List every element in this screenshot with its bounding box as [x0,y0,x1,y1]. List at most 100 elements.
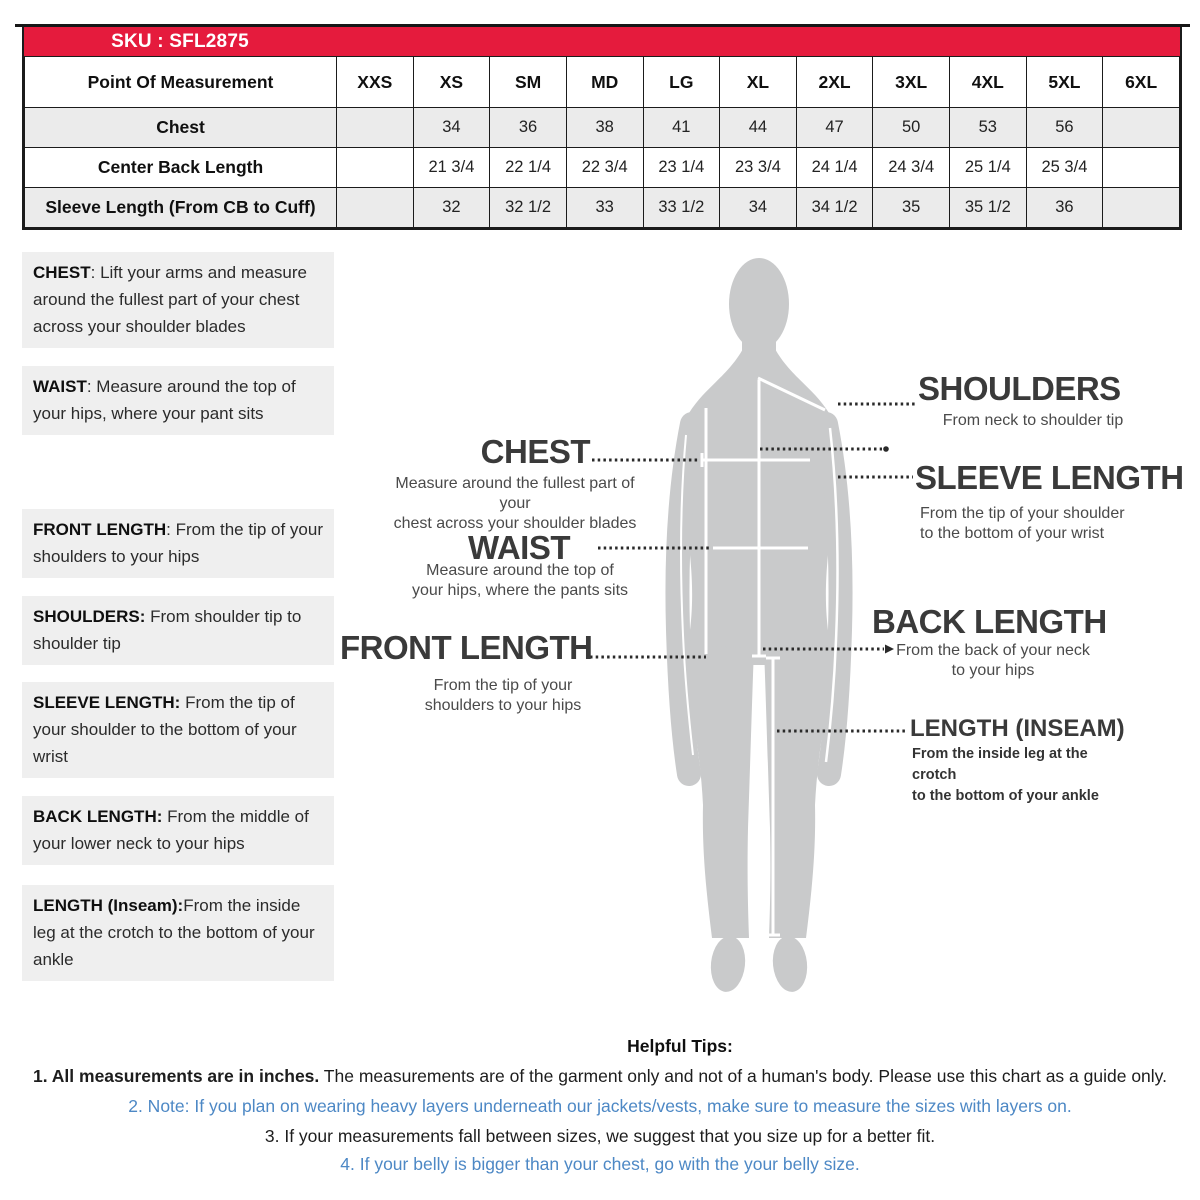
table-row-chest: Chest 34 36 38 41 44 47 50 53 56 [24,107,1180,148]
definition-text: : From the tip of your shoulders to your… [33,520,323,566]
col-point-of-measurement: Point Of Measurement [24,56,337,108]
definition-term: SLEEVE LENGTH: [33,693,181,712]
col-xxs: XXS [336,56,414,108]
definition-text: : Measure around the top of your hips, w… [33,377,296,423]
col-5xl: 5XL [1025,56,1104,108]
cell: 23 1/4 [642,147,721,188]
tips-heading: Helpful Tips: [627,1036,733,1056]
table-row-sleeve-length: Sleeve Length (From CB to Cuff) 32 32 1/… [24,187,1180,228]
diagram-desc-back-length: From the back of your neck to your hips [896,642,1090,679]
definition-waist: WAIST: Measure around the top of your hi… [22,366,334,435]
left-foot-shape [710,936,746,992]
col-lg: LG [642,56,721,108]
cell: 25 3/4 [1025,147,1104,188]
chest-right-endpoint-dot [883,446,889,452]
tip-line-4: 4. If your belly is bigger than your che… [340,1154,860,1174]
table-row-center-back-length: Center Back Length 21 3/4 22 1/4 22 3/4 … [24,147,1180,188]
tip-line-3: 3. If your measurements fall between siz… [264,1126,936,1146]
back-length-arrow [885,644,894,654]
cell: 36 [1025,187,1104,228]
cell: 41 [642,107,721,148]
col-4xl: 4XL [949,56,1027,108]
diagram-label-waist: WAIST [468,529,571,566]
diagram-label-sleeve-length: SLEEVE LENGTH [915,459,1184,496]
diagram-label-shoulders: SHOULDERS [918,370,1121,407]
table-header-row: Point Of Measurement XXS XS SM MD LG XL … [24,56,1180,108]
cell: 32 [412,187,491,228]
definition-term: BACK LENGTH: [33,807,163,826]
center-front-measure-line [752,380,766,658]
cell: 33 1/2 [642,187,721,228]
dotted-connectors [590,402,915,733]
cell: 21 3/4 [412,147,491,188]
row-label-chest: Chest [24,107,337,148]
cell [1102,107,1180,148]
row-label-sleeve-length: Sleeve Length (From CB to Cuff) [24,187,337,228]
definition-term: FRONT LENGTH [33,520,167,539]
cell: 35 [872,187,950,228]
tip-line-1: 1. All measurements are in inches. The m… [0,1066,1200,1087]
definition-back-length: BACK LENGTH: From the middle of your low… [22,796,334,865]
cell: 56 [1025,107,1104,148]
diagram-desc-length-inseam: From the inside leg at the crotch to the… [912,746,1099,804]
diagram-label-length-inseam: LENGTH (INSEAM) [910,715,1125,742]
col-xl: XL [719,56,797,108]
cell: 44 [719,107,797,148]
cell: 22 3/4 [565,147,644,188]
cell [1102,147,1180,188]
definition-term: LENGTH (Inseam): [33,896,184,915]
sku-label: SKU : SFL2875 [111,30,249,52]
head-shape [729,258,789,350]
definition-text: From shoulder tip to shoulder tip [33,607,302,653]
cell: 36 [489,107,567,148]
definition-length-inseam: LENGTH (Inseam):From the inside leg at t… [22,885,334,981]
left-leg-shape [685,646,754,938]
cell: 34 1/2 [795,187,874,228]
sku-bar: SKU : SFL2875 [24,27,1180,56]
diagram-desc-front-length: From the tip of your shoulders to your h… [424,677,582,714]
row-label-center-back-length: Center Back Length [24,147,337,188]
definition-term: WAIST [33,377,87,396]
cell: 34 [412,107,491,148]
shoulder-measure-line [757,376,826,412]
col-3xl: 3XL [872,56,950,108]
cell [336,147,414,188]
col-2xl: 2XL [795,56,874,108]
cell: 34 [719,187,797,228]
diagram-desc-chest: Measure around the fullest part of your … [393,475,637,532]
definition-shoulders: SHOULDERS: From shoulder tip to shoulder… [22,596,334,665]
sleeve-measure-line [824,427,839,763]
cell: 35 1/2 [949,187,1027,228]
definition-chest: CHEST: Lift your arms and measure around… [22,252,334,348]
cell [336,187,414,228]
col-md: MD [565,56,644,108]
cell [336,107,414,148]
definition-term: SHOULDERS: [33,607,146,626]
diagram-desc-sleeve-length: From the tip of your shoulder to the bot… [920,505,1125,542]
tip-1-rest: The measurements are of the garment only… [319,1066,1167,1086]
definition-text: From the inside leg at the crotch to the… [33,896,315,969]
diagram-label-back-length: BACK LENGTH [872,603,1107,640]
cell: 38 [565,107,644,148]
tip-line-2: 2. Note: If you plan on wearing heavy la… [128,1096,1072,1116]
diagram-label-chest: CHEST [480,433,591,470]
cell: 25 1/4 [949,147,1027,188]
cell: 22 1/4 [489,147,567,188]
cell: 32 1/2 [489,187,567,228]
right-foot-shape [772,936,808,992]
diagram-label-front-length: FRONT LENGTH [340,629,593,666]
measurement-table: Point Of Measurement XXS XS SM MD LG XL … [24,56,1180,228]
definition-text: From the middle of your lower neck to yo… [33,807,309,853]
arm-torso-separation-left [680,434,694,756]
cell: 23 3/4 [719,147,797,188]
right-leg-shape [764,646,833,938]
definition-term: CHEST [33,263,91,282]
definition-text: From the tip of your shoulder to the bot… [33,693,297,766]
tip-1-bold: 1. All measurements are in inches. [32,1066,320,1086]
col-6xl: 6XL [1102,56,1180,108]
cell: 33 [565,187,644,228]
diagram-desc-waist: Measure around the top of your hips, whe… [411,562,629,599]
body-measurement-diagram [590,258,915,992]
inseam-measure-line [766,656,780,937]
